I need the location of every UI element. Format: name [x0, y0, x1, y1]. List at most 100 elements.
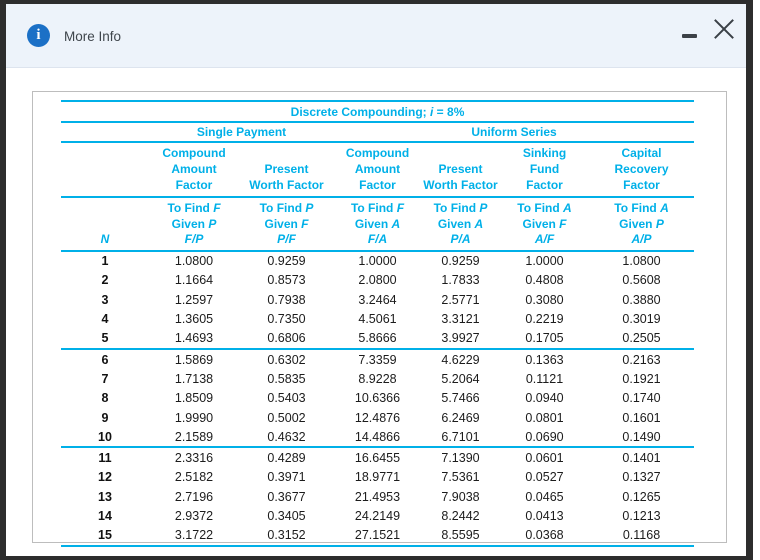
value-cell: 24.2149	[354, 509, 401, 523]
table-row: 14 2.9372 0.3405 24.2149 8.2442 0.0413 0.1213	[61, 506, 694, 525]
value-cell: 0.5835	[267, 371, 306, 386]
symbol-header: To Find A Given F A/F	[500, 197, 589, 252]
n-cell: 9	[101, 410, 109, 425]
minimize-dash-icon	[682, 34, 697, 38]
value-cell: 0.0601	[525, 451, 564, 466]
group-header-uniform-series: Uniform Series	[334, 122, 695, 143]
value-cell: 3.2464	[358, 292, 397, 307]
value-cell: 1.9990	[174, 410, 214, 425]
value-cell: 5.8666	[334, 328, 421, 350]
table-row: 8 1.8509 0.5403 10.6366 5.7466 0.0940 0.1740	[61, 389, 694, 408]
table-row: 12 2.5182 0.3971 18.9771 7.5361 0.0527 0.1327	[61, 468, 694, 487]
table-row: 15 3.1722 0.3152 27.1521 8.5595 0.0368 0.1168	[61, 525, 695, 547]
value-cell: 4.6229	[441, 352, 480, 367]
value-cell: 1.0000	[358, 254, 397, 269]
value-cell: 0.1601	[622, 410, 661, 425]
table-row: 10 2.1589 0.4632 14.4866 6.7101 0.0690 0.1490	[61, 427, 695, 449]
value-cell: 0.9259	[267, 254, 306, 269]
value-cell: 0.4808	[525, 273, 564, 288]
value-cell: 0.3405	[267, 509, 306, 523]
value-cell: 1.0800	[622, 254, 661, 269]
group-spacer	[61, 122, 149, 143]
value-cell: 0.0527	[525, 470, 564, 485]
value-cell: 12.4876	[354, 410, 401, 425]
value-cell: 0.3019	[622, 312, 661, 327]
factor-name: Compound Amount Factor	[149, 142, 239, 198]
n-column-header: N	[61, 197, 149, 252]
value-cell: 0.0465	[525, 489, 564, 504]
n-cell: 6	[101, 352, 109, 367]
factor-name: Sinking Fund Factor	[500, 142, 589, 198]
n-cell: 5	[61, 328, 149, 350]
value-cell: 1.0000	[525, 254, 564, 269]
value-cell: 2.9372	[174, 509, 214, 523]
table-row: 9 1.9990 0.5002 12.4876 6.2469 0.0801 0.1601	[61, 408, 694, 427]
symbol-header: To Find A Given P A/P	[589, 197, 695, 252]
group-header-row: Single Payment Uniform Series	[61, 122, 695, 143]
value-cell: 0.3677	[267, 489, 306, 504]
value-cell: 0.4632	[239, 427, 334, 449]
value-cell: 0.0690	[500, 427, 589, 449]
dialog-title: More Info	[64, 29, 122, 44]
factor-name: Present Worth Factor	[421, 142, 500, 198]
value-cell: 16.6455	[354, 451, 401, 466]
value-cell: 1.1664	[174, 273, 214, 288]
value-cell: 0.1265	[622, 489, 661, 504]
value-cell: 0.1213	[622, 509, 661, 523]
value-cell: 7.1390	[441, 451, 480, 466]
value-cell: 0.1490	[589, 427, 695, 449]
n-cell: 1	[101, 254, 109, 269]
value-cell: 2.7196	[174, 489, 214, 504]
value-cell: 1.7833	[441, 273, 480, 288]
value-cell: 0.4289	[267, 451, 306, 466]
table-title: Discrete Compounding; i = 8%	[61, 100, 695, 123]
value-cell: 0.1401	[622, 451, 661, 466]
n-cell: 7	[101, 371, 109, 386]
value-cell: 0.2505	[589, 328, 695, 350]
value-cell: 18.9771	[354, 470, 401, 485]
value-cell: 2.5182	[174, 470, 214, 485]
value-cell: 21.4953	[354, 489, 401, 504]
value-cell: 0.5002	[267, 410, 306, 425]
symbol-header: To Find F Given P F/P	[149, 197, 239, 252]
table-row: 3 1.2597 0.7938 3.2464 2.5771 0.3080 0.3880	[61, 290, 694, 309]
value-cell: 0.0801	[525, 410, 564, 425]
value-cell: 0.3152	[239, 525, 334, 547]
n-cell: 14	[98, 509, 112, 523]
value-cell: 8.5595	[421, 525, 500, 547]
value-cell: 8.2442	[441, 509, 480, 523]
value-cell: 4.5061	[358, 312, 397, 327]
value-cell: 2.5771	[441, 292, 480, 307]
value-cell: 10.6366	[354, 391, 401, 406]
close-button[interactable]	[711, 16, 737, 42]
value-cell: 2.1589	[149, 427, 239, 449]
value-cell: 0.6302	[267, 352, 306, 367]
value-cell: 0.3080	[525, 292, 564, 307]
value-cell: 27.1521	[334, 525, 421, 547]
n-cell: 2	[101, 273, 109, 288]
value-cell: 8.9228	[358, 371, 397, 386]
value-cell: 0.1363	[525, 352, 564, 367]
value-cell: 0.5608	[622, 273, 661, 288]
value-cell: 1.2597	[174, 292, 214, 307]
value-cell: 3.1722	[149, 525, 239, 547]
value-cell: 1.4693	[149, 328, 239, 350]
table-row: 13 2.7196 0.3677 21.4953 7.9038 0.0465 0.1265	[61, 487, 694, 506]
minimize-button[interactable]	[681, 26, 699, 44]
factor-table: Discrete Compounding; i = 8% Single Payme…	[61, 100, 695, 547]
table-row: 5 1.4693 0.6806 5.8666 3.9927 0.1705 0.2505	[61, 328, 695, 350]
factor-name: Present Worth Factor	[239, 142, 334, 198]
value-cell: 3.3121	[441, 312, 480, 327]
value-cell: 0.5403	[267, 391, 306, 406]
n-cell: 13	[98, 489, 112, 504]
value-cell: 7.9038	[441, 489, 480, 504]
table-row: 2 1.1664 0.8573 2.0800 1.7833 0.4808 0.5608	[61, 271, 694, 290]
value-cell: 1.5869	[174, 352, 214, 367]
value-cell: 0.0413	[525, 509, 564, 523]
factor-name: Compound Amount Factor	[334, 142, 421, 198]
value-cell: 6.2469	[441, 410, 480, 425]
value-cell: 0.1121	[525, 371, 564, 386]
n-cell: 10	[61, 427, 149, 449]
value-cell: 0.1740	[622, 391, 661, 406]
table-row: 6 1.5869 0.6302 7.3359 4.6229 0.1363 0.2163	[61, 349, 694, 369]
